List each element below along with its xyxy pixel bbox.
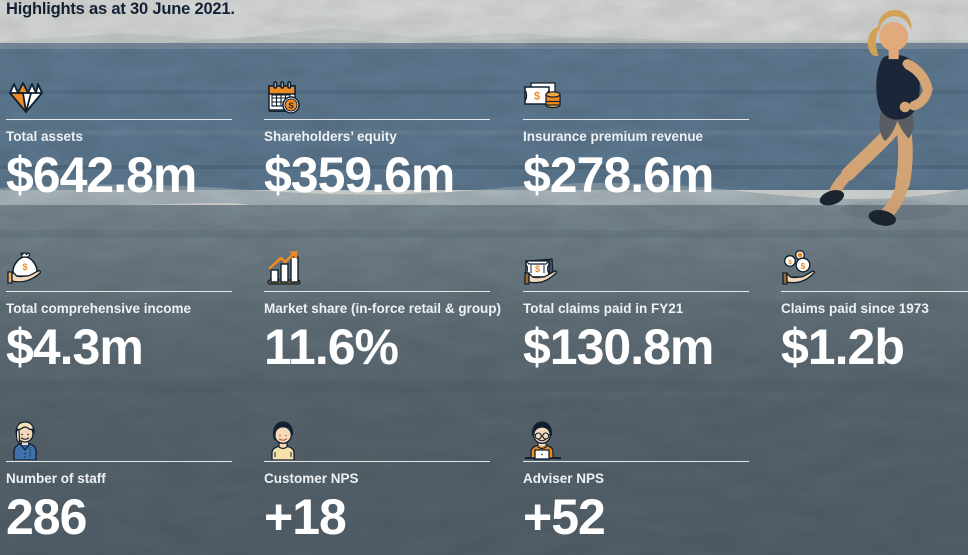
- svg-text:S: S: [288, 102, 294, 111]
- svg-text:$: $: [22, 262, 27, 272]
- svg-text:$: $: [534, 91, 540, 103]
- svg-text:$: $: [788, 259, 792, 266]
- svg-text:$: $: [535, 264, 540, 274]
- svg-text:$: $: [801, 262, 806, 271]
